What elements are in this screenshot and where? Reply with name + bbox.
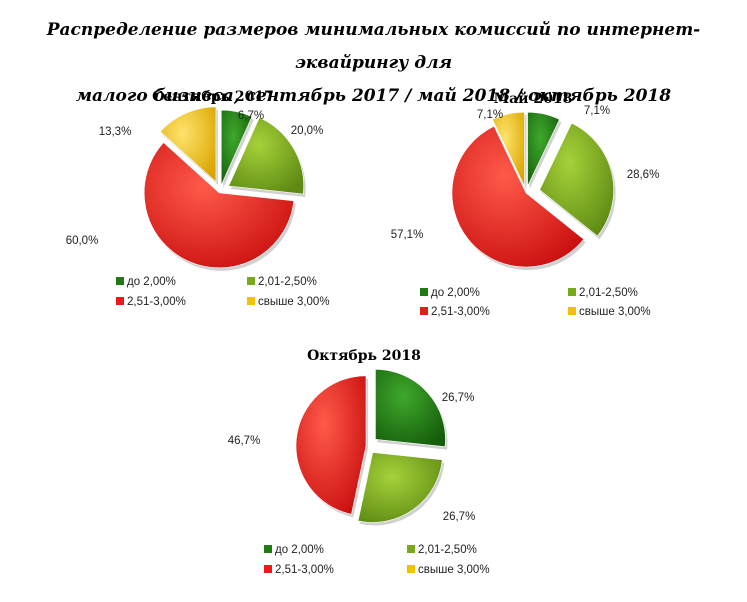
legend-swatch-slice-over-3 [407,565,415,573]
main-title-line2: малого бизнеса, сентябрь 2017 / май 2018… [75,86,672,106]
data-label-slice-over-3: 7,1% [477,109,503,121]
legend: до 2,00% 2,01-2,50% 2,51-3,00% свыше 3,00% [116,276,330,308]
pie-chart-2: Май 2018 7,1% 28,6% 57,1% 7,1% до 2,00% 2,01-2… [391,90,660,318]
pie-chart-3: Октябрь 2018 26,7% 26,7% 46,7% до 2,00% 2,01-… [228,348,490,576]
legend-swatch-slice-do-2 [420,288,428,296]
legend-label-slice-2-01-2-50: 2,01-2,50% [418,544,477,556]
legend-label-slice-2-51-3-00: 2,51-3,00% [275,564,334,576]
legend: до 2,00% 2,01-2,50% 2,51-3,00% свыше 3,00% [264,544,490,576]
slice-2-51-3-00 [295,375,367,515]
slice-over-3 [159,106,217,183]
data-label-slice-2-51-3-00: 57,1% [391,229,424,241]
slice-2-01-2-50 [357,452,443,523]
slice-2-01-2-50 [228,117,304,195]
data-label-slice-2-01-2-50: 28,6% [627,169,660,181]
main-title-line1: Распределение размеров минимальных комис… [46,20,701,73]
chart-title: Май 2018 [494,90,573,107]
legend-swatch-slice-2-51-3-00 [420,307,428,315]
legend: до 2,00% 2,01-2,50% 2,51-3,00% свыше 3,00% [420,287,651,318]
slice-2-51-3-00 [451,125,585,268]
legend-label-slice-over-3: свыше 3,00% [258,296,330,308]
legend-swatch-slice-over-3 [568,307,576,315]
data-label-slice-2-51-3-00: 46,7% [228,435,261,447]
data-label-slice-do-2: 6,7% [238,110,264,122]
legend-swatch-slice-2-51-3-00 [116,297,124,305]
legend-swatch-slice-do-2 [116,277,124,285]
data-label-slice-2-01-2-50: 26,7% [443,511,476,523]
legend-swatch-slice-2-01-2-50 [568,288,576,296]
legend-label-slice-over-3: свыше 3,00% [579,306,651,318]
data-label-slice-2-01-2-50: 20,0% [291,125,324,137]
legend-swatch-slice-2-01-2-50 [247,277,255,285]
data-label-slice-2-51-3-00: 60,0% [66,235,99,247]
data-label-slice-over-3: 13,3% [99,126,132,138]
slice-do-2 [527,111,560,187]
slice-over-3 [492,111,525,187]
legend-label-slice-2-01-2-50: 2,01-2,50% [579,287,638,299]
legend-swatch-slice-2-51-3-00 [264,565,272,573]
data-label-slice-do-2: 7,1% [584,105,610,117]
legend-label-slice-do-2: до 2,00% [127,276,176,288]
data-label-slice-do-2: 26,7% [442,392,475,404]
legend-label-slice-2-01-2-50: 2,01-2,50% [258,276,317,288]
slice-do-2 [375,369,446,447]
legend-label-slice-do-2: до 2,00% [275,544,324,556]
legend-label-slice-over-3: свыше 3,00% [418,564,490,576]
pie-chart-1: Сентябрь 2017 6,7% 20,0% 60,0% 13,3% до 2,00%… [66,89,330,308]
legend-swatch-slice-do-2 [264,545,272,553]
legend-label-slice-do-2: до 2,00% [431,287,480,299]
legend-swatch-slice-2-01-2-50 [407,545,415,553]
chart-title: Сентябрь 2017 [152,89,274,105]
legend-swatch-slice-over-3 [247,297,255,305]
legend-label-slice-2-51-3-00: 2,51-3,00% [431,306,490,318]
main-title: Распределение размеров минимальных комис… [0,14,747,113]
slice-2-51-3-00 [143,142,295,269]
chart-title: Октябрь 2018 [307,348,421,364]
legend-label-slice-2-51-3-00: 2,51-3,00% [127,296,186,308]
slice-do-2 [220,109,253,186]
slice-2-01-2-50 [539,122,614,237]
